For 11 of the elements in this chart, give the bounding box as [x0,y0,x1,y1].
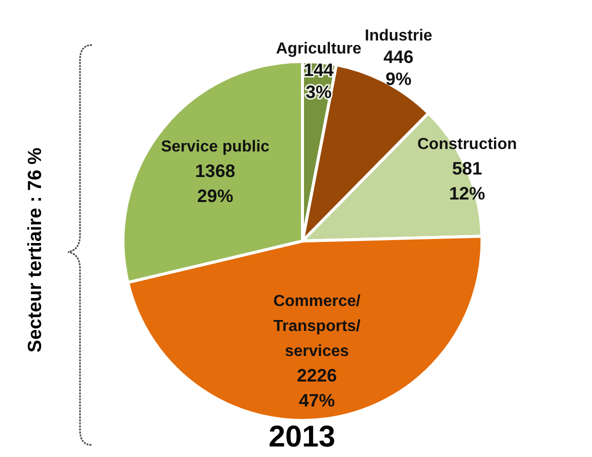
slice-label: Service public [160,138,270,156]
data-label: 1368 29% [195,160,236,206]
text: Secteur tertiaire : 76 % [25,147,46,352]
slice-label: Industrie [364,28,432,45]
data-label: 446 9% [384,47,414,90]
slice-label: Construction [417,136,517,153]
text: 2013 [268,420,336,454]
data-label: 581 12% [449,158,486,204]
slice-label: Agriculture [276,40,362,58]
data-label: 2226 47% [296,365,337,410]
slice-label: Commerce/Transports/services [273,292,362,360]
